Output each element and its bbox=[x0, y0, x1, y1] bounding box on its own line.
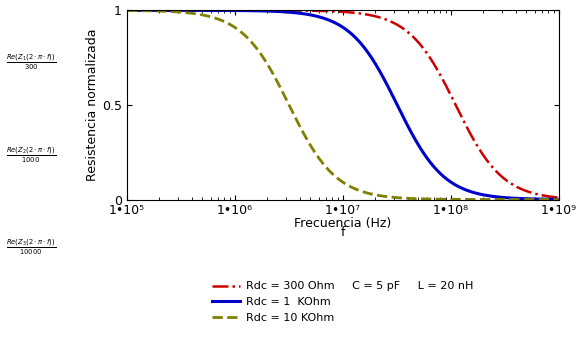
Text: $\frac{Re\left(Z_2(2\cdot\pi\cdot f)\right)}{1000}$: $\frac{Re\left(Z_2(2\cdot\pi\cdot f)\rig… bbox=[6, 145, 56, 165]
Legend: Rdc = 300 Ohm     C = 5 pF     L = 20 nH, Rdc = 1  KOhm, Rdc = 10 KOhm: Rdc = 300 Ohm C = 5 pF L = 20 nH, Rdc = … bbox=[208, 277, 478, 327]
X-axis label: Frecuencia (Hz): Frecuencia (Hz) bbox=[294, 217, 391, 230]
Text: f: f bbox=[340, 226, 345, 239]
Text: $\frac{Re\left(Z_1(2\cdot\pi\cdot f)\right)}{300}$: $\frac{Re\left(Z_1(2\cdot\pi\cdot f)\rig… bbox=[6, 52, 56, 72]
Text: $\frac{Re\left(Z_3(2\cdot\pi\cdot f)\right)}{10000}$: $\frac{Re\left(Z_3(2\cdot\pi\cdot f)\rig… bbox=[6, 238, 56, 258]
Y-axis label: Resistencia normalizada: Resistencia normalizada bbox=[86, 29, 99, 181]
